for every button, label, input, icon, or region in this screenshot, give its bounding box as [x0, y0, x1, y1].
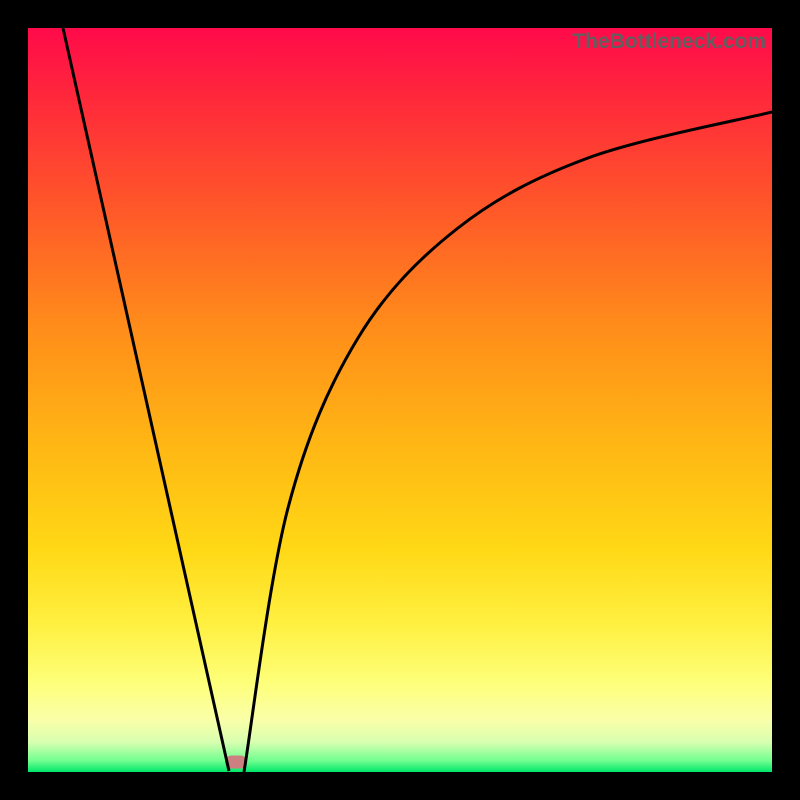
- border-left: [0, 0, 28, 800]
- curve-right-segment: [244, 112, 772, 772]
- watermark-text: TheBottleneck.com: [572, 30, 766, 54]
- border-bottom: [0, 772, 800, 800]
- chart-container: TheBottleneck.com: [0, 0, 800, 800]
- border-top: [0, 0, 800, 28]
- border-right: [772, 0, 800, 800]
- curve-left-segment: [63, 28, 229, 771]
- plot-area: TheBottleneck.com: [28, 28, 772, 772]
- bottleneck-curve: [28, 28, 772, 772]
